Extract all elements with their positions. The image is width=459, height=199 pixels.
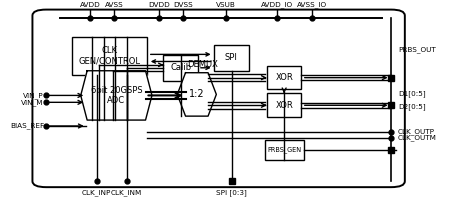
Text: DEMUX: DEMUX xyxy=(187,60,218,69)
Text: AVDD: AVDD xyxy=(79,2,100,8)
Text: AVDD_IO: AVDD_IO xyxy=(260,1,292,8)
FancyBboxPatch shape xyxy=(33,10,404,187)
Text: XOR: XOR xyxy=(274,101,292,110)
Text: D2[0:5]: D2[0:5] xyxy=(397,103,425,110)
Text: BIAS_REF: BIAS_REF xyxy=(10,123,44,129)
Bar xyxy=(213,45,248,71)
Polygon shape xyxy=(80,71,151,120)
Text: DVSS: DVSS xyxy=(173,2,193,8)
Text: XOR: XOR xyxy=(274,73,292,82)
Text: PRBS_GEN: PRBS_GEN xyxy=(267,146,301,153)
Text: CLK_INM: CLK_INM xyxy=(111,189,142,196)
Text: AVSS_IO: AVSS_IO xyxy=(296,1,326,8)
Text: CLK
GEN/CONTROL: CLK GEN/CONTROL xyxy=(78,46,140,66)
Text: Calib: Calib xyxy=(170,63,191,72)
Text: 1:2: 1:2 xyxy=(189,89,204,100)
Text: VIN_P: VIN_P xyxy=(23,92,44,99)
Text: CLK_OUTM: CLK_OUTM xyxy=(397,135,436,141)
Text: AVSS: AVSS xyxy=(105,2,123,8)
Text: VSUB: VSUB xyxy=(215,2,235,8)
Text: SPI [0:3]: SPI [0:3] xyxy=(216,189,246,196)
Bar xyxy=(266,66,301,90)
Text: 6bit 20GSPS
ADC: 6bit 20GSPS ADC xyxy=(90,86,142,105)
Text: SPI: SPI xyxy=(224,53,237,62)
Text: DVDD: DVDD xyxy=(148,2,169,8)
Bar xyxy=(163,55,197,81)
Bar xyxy=(264,140,303,160)
Bar xyxy=(71,37,147,75)
Text: PRBS_OUT: PRBS_OUT xyxy=(397,47,435,53)
Text: CLK_INP: CLK_INP xyxy=(82,189,111,196)
Text: VIN_M: VIN_M xyxy=(22,99,44,106)
Bar xyxy=(266,94,301,117)
Text: CLK_OUTP: CLK_OUTP xyxy=(397,129,434,135)
Text: D1[0:5]: D1[0:5] xyxy=(397,90,425,97)
Polygon shape xyxy=(177,73,216,116)
